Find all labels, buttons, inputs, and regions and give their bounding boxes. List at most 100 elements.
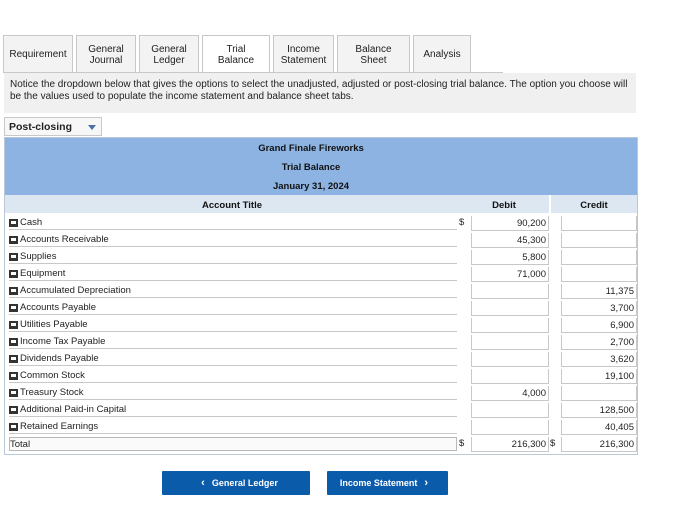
debit-input[interactable]: 5,800 (471, 250, 549, 265)
debit-input[interactable] (471, 369, 549, 384)
credit-input[interactable]: 128,500 (561, 403, 637, 418)
account-dropdown-icon (9, 354, 18, 363)
notice-panel (4, 73, 636, 113)
account-dropdown-icon (9, 320, 18, 329)
account-name: Treasury Stock (20, 387, 84, 398)
next-button-label: Income Statement (339, 478, 418, 488)
account-dropdown-icon (9, 422, 18, 431)
table-row: Retained Earnings 40,405 (5, 418, 637, 435)
account-name: Utilities Payable (20, 319, 88, 330)
account-title-cell[interactable]: Cash (9, 216, 457, 230)
credit-dollar-sign: $ (550, 438, 556, 449)
account-dropdown-icon (9, 269, 18, 278)
account-title-cell[interactable]: Accounts Payable (9, 301, 457, 315)
account-name: Total (10, 438, 31, 450)
account-title-cell[interactable]: Accounts Receivable (9, 233, 457, 247)
credit-input[interactable]: 40,405 (561, 420, 637, 435)
total-row: Total $216,300 $216,300 (5, 435, 637, 452)
debit-input[interactable] (471, 352, 549, 367)
table-row: Cash $90,200 (5, 214, 637, 231)
tab-analysis[interactable]: Analysis (413, 35, 471, 73)
credit-input[interactable]: 2,700 (561, 335, 637, 350)
notice-text: Notice the dropdown below that gives the… (10, 79, 628, 102)
table-row: Treasury Stock 4,000 (5, 384, 637, 401)
account-name: Dividends Payable (20, 353, 99, 364)
debit-input[interactable]: 45,300 (471, 233, 549, 248)
chevron-left-icon: ‹ (201, 477, 205, 489)
credit-input[interactable]: 11,375 (561, 284, 637, 299)
tab-bar: Requirement General Journal General Ledger… (3, 35, 474, 73)
credit-input[interactable]: 3,620 (561, 352, 637, 367)
table-row: Supplies 5,800 (5, 248, 637, 265)
report-header: Grand Finale Fireworks Trial Balance Jan… (5, 138, 637, 195)
report-date: January 31, 2024 (272, 181, 350, 192)
account-dropdown-icon (9, 235, 18, 244)
account-dropdown-icon (9, 337, 18, 346)
credit-input[interactable]: 19,100 (561, 369, 637, 384)
column-header-debit: Debit (459, 195, 549, 213)
account-dropdown-icon (9, 286, 18, 295)
debit-input[interactable] (471, 420, 549, 435)
column-header-credit: Credit (551, 195, 637, 213)
debit-dollar-sign: $ (459, 217, 465, 228)
tab-balance-sheet[interactable]: Balance Sheet (337, 35, 410, 73)
table-row: Accumulated Depreciation 11,375 (5, 282, 637, 299)
account-dropdown-icon (9, 252, 18, 261)
prev-button-label: General Ledger (211, 478, 278, 488)
account-dropdown-icon (9, 405, 18, 414)
credit-input[interactable] (561, 267, 637, 282)
debit-dollar-sign: $ (459, 438, 465, 449)
table-row: Equipment 71,000 (5, 265, 637, 282)
tab-trial-balance[interactable]: Trial Balance (202, 35, 270, 73)
credit-input[interactable] (561, 233, 637, 248)
table-row: Income Tax Payable 2,700 (5, 333, 637, 350)
debit-input[interactable] (471, 335, 549, 350)
account-dropdown-icon (9, 218, 18, 227)
tab-income-statement[interactable]: Income Statement (273, 35, 334, 73)
account-name: Retained Earnings (20, 421, 99, 432)
debit-input[interactable] (471, 301, 549, 316)
credit-input[interactable]: 3,700 (561, 301, 637, 316)
next-income-statement-button[interactable]: Income Statement › (327, 471, 448, 495)
account-title-cell[interactable]: Common Stock (9, 369, 457, 383)
account-title-cell[interactable]: Supplies (9, 250, 457, 264)
total-label: Total (9, 437, 457, 451)
debit-input[interactable]: 90,200 (471, 216, 549, 231)
debit-input[interactable] (471, 284, 549, 299)
account-title-cell[interactable]: Treasury Stock (9, 386, 457, 400)
chevron-down-icon (88, 125, 96, 130)
account-name: Accumulated Depreciation (20, 285, 131, 296)
credit-input[interactable] (561, 250, 637, 265)
prev-general-ledger-button[interactable]: ‹ General Ledger (162, 471, 310, 495)
account-title-cell[interactable]: Equipment (9, 267, 457, 281)
table-row: Additional Paid-in Capital 128,500 (5, 401, 637, 418)
debit-input[interactable] (471, 318, 549, 333)
table-row: Dividends Payable 3,620 (5, 350, 637, 367)
credit-input[interactable] (561, 216, 637, 231)
account-name: Supplies (20, 251, 57, 262)
credit-input[interactable]: 6,900 (561, 318, 637, 333)
debit-input[interactable]: 4,000 (471, 386, 549, 401)
tab-requirement[interactable]: Requirement (3, 35, 73, 73)
trial-balance-type-dropdown[interactable]: Post-closing (4, 117, 102, 136)
tab-bar-divider (3, 72, 503, 73)
tab-general-journal[interactable]: General Journal (76, 35, 136, 73)
account-title-cell[interactable]: Dividends Payable (9, 352, 457, 366)
credit-input[interactable] (561, 386, 637, 401)
account-title-cell[interactable]: Income Tax Payable (9, 335, 457, 349)
table-row: Accounts Payable 3,700 (5, 299, 637, 316)
account-dropdown-icon (9, 303, 18, 312)
debit-input[interactable]: 71,000 (471, 267, 549, 282)
tab-general-ledger[interactable]: General Ledger (139, 35, 199, 73)
account-name: Cash (20, 217, 43, 228)
dropdown-selected-value: Post-closing (9, 121, 73, 133)
table-row: Accounts Receivable 45,300 (5, 231, 637, 248)
account-title-cell[interactable]: Accumulated Depreciation (9, 284, 457, 298)
debit-input[interactable] (471, 403, 549, 418)
account-title-cell[interactable]: Utilities Payable (9, 318, 457, 332)
trial-balance-sheet: Grand Finale Fireworks Trial Balance Jan… (4, 137, 638, 455)
account-title-cell[interactable]: Additional Paid-in Capital (9, 403, 457, 417)
credit-input[interactable]: 216,300 (561, 437, 637, 452)
account-title-cell[interactable]: Retained Earnings (9, 420, 457, 434)
debit-input[interactable]: 216,300 (471, 437, 549, 452)
